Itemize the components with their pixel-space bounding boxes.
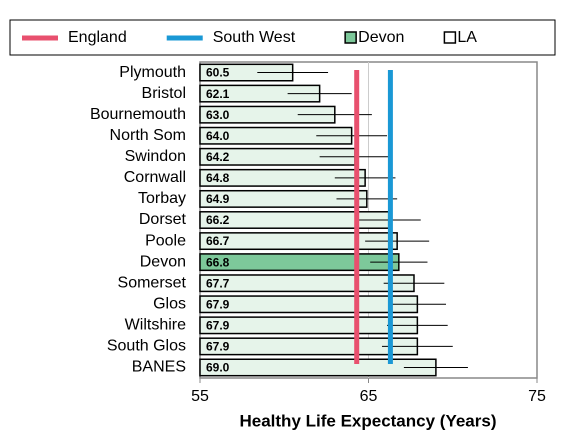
value-label: 67.9 — [206, 340, 230, 354]
value-label: 69.0 — [206, 361, 230, 375]
y-tick-label: Poole — [145, 232, 186, 249]
value-label: 62.1 — [206, 87, 230, 101]
x-tick-label: 55 — [191, 388, 209, 405]
value-label: 64.2 — [206, 150, 230, 164]
value-label: 63.0 — [206, 108, 230, 122]
y-tick-label: Cornwall — [124, 169, 186, 186]
bar — [199, 316, 419, 335]
y-tick-label: Devon — [140, 253, 186, 270]
value-label: 66.2 — [206, 213, 230, 227]
y-tick-label: Dorset — [139, 211, 187, 228]
y-tick-label: BANES — [132, 359, 186, 376]
legend-label: Devon — [358, 29, 404, 46]
bar — [199, 358, 437, 377]
x-tick-label: 65 — [360, 388, 378, 405]
y-tick-label: Plymouth — [119, 64, 186, 81]
y-tick-label: Bournemouth — [90, 106, 186, 123]
bar — [199, 274, 415, 293]
value-label: 64.8 — [206, 171, 230, 185]
value-label: 67.9 — [206, 297, 230, 311]
value-label: 66.7 — [206, 234, 230, 248]
value-label: 60.5 — [206, 66, 230, 80]
value-label: 66.8 — [206, 255, 230, 269]
value-label: 64.9 — [206, 192, 230, 206]
y-tick-label: Swindon — [125, 148, 186, 165]
x-tick-label: 75 — [528, 388, 546, 405]
legend-label: LA — [457, 29, 477, 46]
bar — [199, 295, 419, 314]
value-label: 67.9 — [206, 319, 230, 333]
y-tick-label: Glos — [153, 295, 186, 312]
y-tick-label: Somerset — [118, 274, 187, 291]
y-tick-label: Torbay — [138, 190, 186, 207]
value-label: 64.0 — [206, 129, 230, 143]
legend-swatch — [443, 31, 457, 44]
y-tick-label: Wiltshire — [125, 317, 186, 334]
y-tick-label: North Som — [110, 127, 186, 144]
legend-box — [9, 19, 556, 56]
y-tick-label: Bristol — [142, 85, 186, 102]
x-axis-label: Healthy Life Expectancy (Years) — [239, 411, 496, 430]
bar — [199, 253, 400, 272]
value-label: 67.7 — [206, 276, 230, 290]
y-tick-label: South Glos — [107, 338, 186, 355]
legend-swatch — [344, 31, 357, 44]
legend-label: South West — [213, 29, 296, 46]
legend-label: England — [68, 29, 127, 46]
